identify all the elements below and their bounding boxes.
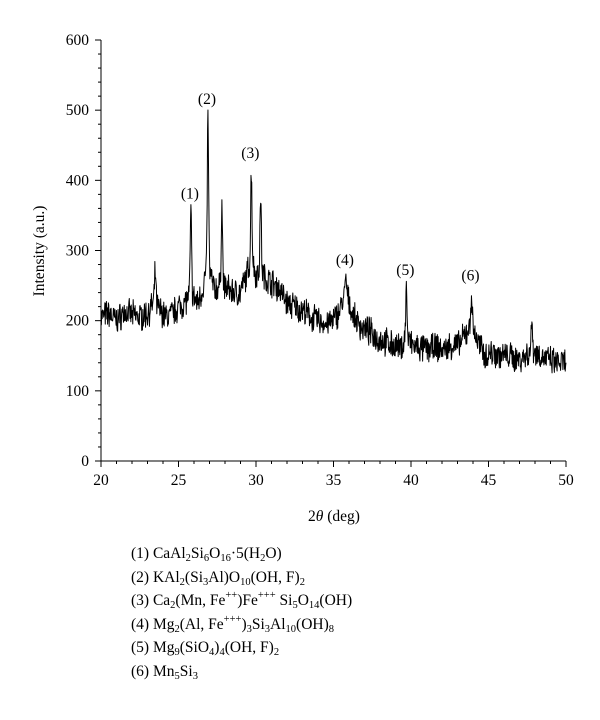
legend-formula: Mg9(SiO4)4(OH, F)2 (152, 639, 280, 658)
x-tick-label: 25 (171, 472, 187, 489)
y-tick-label: 300 (66, 243, 90, 260)
y-tick-label: 500 (66, 102, 90, 119)
x-tick-label: 40 (403, 472, 419, 489)
legend-item: (2) KAl2(Si3Al)O10(OH, F)2 (131, 566, 352, 590)
series-group (100, 109, 567, 374)
legend-formula: KAl2(Si3Al)O10(OH, F)2 (152, 568, 305, 588)
peak-labels: (1) (2) (3) (4) (5) (6) (181, 91, 480, 285)
legend-item: (4) Mg2(Al, Fe+++)3Si3Al10(OH)8 (131, 613, 352, 637)
peak-label: (1) (181, 186, 199, 203)
y-tick-label: 0 (81, 453, 89, 470)
y-axis-label: Intensity (a.u.) (31, 206, 48, 297)
peak-label: (4) (336, 252, 354, 269)
x-tick-label: 30 (248, 472, 264, 489)
peak-label: (6) (461, 268, 479, 285)
legend-number: (4) (131, 615, 153, 633)
x-tick-label: 45 (481, 472, 497, 489)
x-axis-label-prefix: 2 (308, 508, 316, 525)
x-axis-label-suffix: (deg) (323, 508, 360, 525)
y-tick-label: 600 (66, 32, 90, 49)
y-tick-label: 200 (66, 313, 90, 330)
x-tick-label: 50 (558, 472, 574, 489)
legend-number: (1) (131, 545, 153, 562)
legend-item: (6) Mn5Si3 (131, 660, 352, 684)
ticks: 0 100 200 300 400 500 600 20 25 30 35 40 45 50 (66, 32, 574, 489)
legend-item: (3) Ca2(Mn, Fe++)Fe+++ Si5O14(OH) (131, 589, 352, 613)
legend-formula: Mg2(Al, Fe+++)3Si3Al10(OH)8 (152, 613, 335, 635)
peak-label: (2) (198, 91, 216, 108)
legend-item: (5) Mg9(SiO4)4(OH, F)2 (131, 636, 352, 660)
legend-number: (6) (131, 662, 153, 680)
x-tick-label: 20 (93, 472, 109, 489)
peak-label: (3) (241, 145, 259, 162)
x-axis-label-symbol: θ (316, 508, 324, 525)
x-tick-label: 35 (326, 472, 342, 489)
y-tick-label: 400 (66, 172, 90, 189)
x-axis-label: 2θ (deg) (308, 508, 360, 525)
xrd-chart: 0 100 200 300 400 500 600 20 25 30 35 40 45 50 (1) (2)… (31, 32, 574, 525)
legend-item: (1) CaAl2Si6O16·5(H2O) (131, 542, 352, 566)
legend-number: (2) (131, 568, 153, 586)
axes (100, 40, 566, 462)
legend-formula: Ca2(Mn, Fe++)Fe+++ Si5O14(OH) (152, 590, 353, 611)
legend-number: (5) (131, 639, 153, 656)
phase-legend: (1) CaAl2Si6O16·5(H2O) (2) KAl2(Si3Al)O10… (131, 542, 352, 683)
legend-formula: Mn5Si3 (152, 662, 198, 682)
xrd-series-line (100, 109, 567, 374)
y-tick-label: 100 (66, 383, 90, 400)
legend-number: (3) (131, 592, 153, 609)
legend-formula: CaAl2Si6O16·5(H2O) (152, 545, 282, 564)
peak-label: (5) (396, 262, 414, 279)
